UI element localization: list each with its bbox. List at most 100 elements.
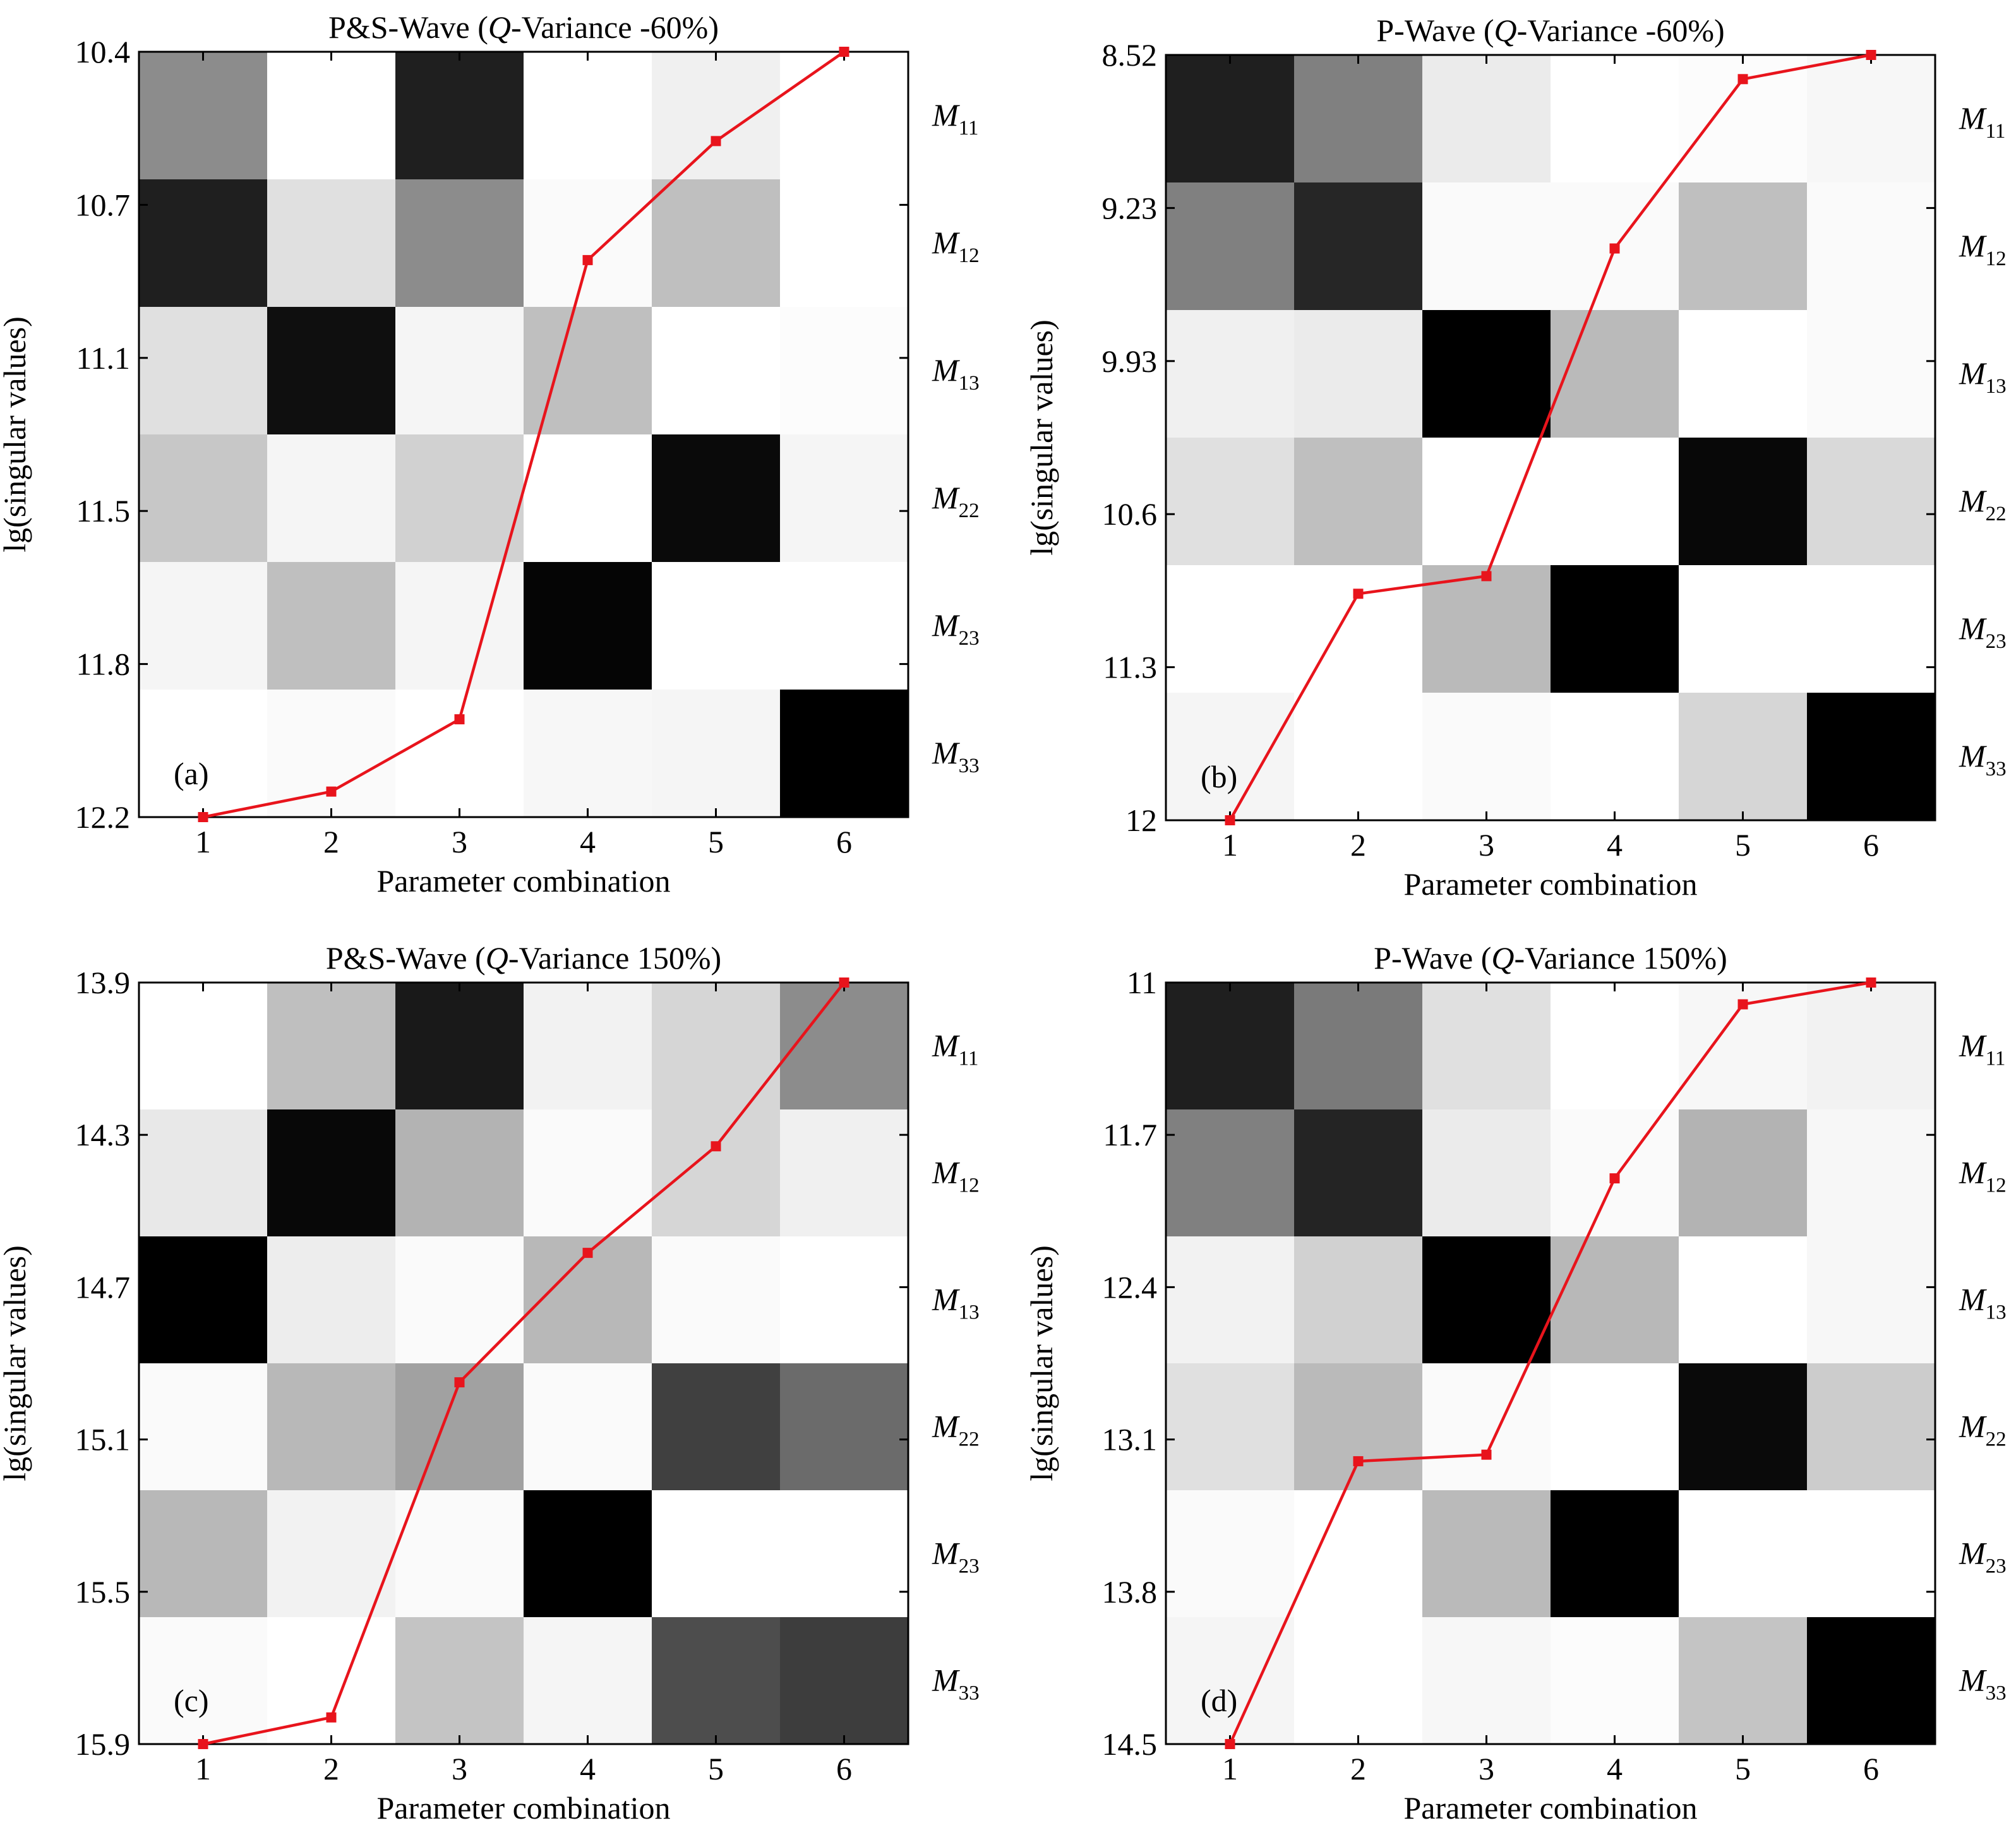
series-marker [1866,50,1876,60]
heatmap-cell [1422,310,1551,438]
series-marker [711,136,721,146]
heatmap-cell [780,690,909,818]
row-label-subscript: 13 [1986,375,2007,398]
x-tick-label: 3 [452,824,467,859]
row-label: M11 [932,1028,978,1070]
heatmap-cell [1422,1617,1551,1745]
heatmap-cell [652,1109,781,1237]
series-marker [1609,243,1620,254]
x-axis-label: Parameter combination [376,863,670,899]
panel-label: (c) [174,1683,209,1718]
row-label-base: M [932,1155,960,1190]
row-label-subscript: 22 [1986,1428,2007,1451]
row-label-subscript: 23 [1986,1555,2007,1578]
row-label-base: M [932,735,960,770]
heatmap-cell [1679,438,1808,566]
row-label-subscript: 13 [1986,1301,2007,1324]
y-tick-label: 11.8 [76,647,130,682]
row-label-base: M [1959,356,1987,391]
row-label-subscript: 23 [959,1555,980,1578]
heatmap-cell [652,1363,781,1491]
heatmap-cell [1679,693,1808,821]
heatmap-cell [1294,1617,1423,1745]
heatmap-cell [395,52,524,180]
x-tick-label: 1 [195,1751,211,1786]
series-marker [1481,571,1492,582]
chart-panel-1: 1 2 3 4 5 68.529.239.9310.611.312M11M12M13M22… [1024,13,2007,902]
heatmap-cell [267,1490,396,1618]
series-marker [198,1739,208,1749]
series-marker [711,1141,721,1152]
y-tick-label: 15.1 [75,1422,131,1457]
chart-title-emph: Q [1494,13,1517,48]
heatmap-cell [1551,983,1679,1110]
series-marker [1609,1173,1620,1184]
heatmap-cell [652,562,781,690]
series-marker [839,47,849,57]
heatmap-cell [267,562,396,690]
y-axis-label: lg(singular values) [0,316,32,553]
heatmap-cell [1422,1490,1551,1618]
row-label-subscript: 11 [1986,1048,2006,1070]
row-label-subscript: 11 [1986,120,2006,143]
chart-title-prefix: P-Wave ( [1376,13,1494,48]
heatmap-cell [267,179,396,308]
series-line [1228,53,1871,822]
y-tick-label: 10.6 [1102,496,1158,532]
heatmap-cell [652,690,781,818]
y-tick-label: 11.1 [76,340,130,376]
heatmap-cell [139,1490,268,1618]
y-tick-label: 14.7 [75,1269,131,1305]
row-label: M12 [1959,228,2007,270]
y-tick-label: 11.7 [1103,1117,1157,1152]
chart-title: P-Wave (Q-Variance -60%) [1376,13,1724,48]
heatmap-cell [1679,1617,1808,1745]
heatmap-cell [1679,1236,1808,1364]
chart-title-prefix: P-Wave ( [1374,940,1491,976]
heatmap-cell [139,1617,268,1745]
y-tick-label: 14.3 [75,1117,131,1152]
chart-title-suffix: -Variance 150%) [1514,940,1727,976]
heatmap-cell [1679,1490,1808,1618]
axes-frame [138,51,909,818]
series-marker [582,1248,593,1258]
row-label-subscript: 22 [959,499,980,522]
heatmap-cell [524,434,652,563]
row-label: M11 [1959,100,2005,143]
heatmap-cell [139,1363,268,1491]
heatmap-cell [780,1109,909,1237]
row-label: M12 [932,1155,980,1197]
y-axis-label: lg(singular values) [0,1245,32,1481]
heatmap-cell [524,1490,652,1618]
heatmap-cell [1422,438,1551,566]
series-marker [1737,999,1748,1010]
heatmap-cell [652,1490,781,1618]
axes-frame [138,981,909,1745]
x-tick-label: 6 [836,1751,852,1786]
heatmap-cell [1807,310,1936,438]
heatmap-cell [1422,565,1551,693]
y-tick-label: 9.93 [1102,344,1158,379]
heatmap-cell [1294,1109,1423,1237]
series-marker [326,1712,337,1723]
x-tick-label: 5 [1735,1751,1751,1786]
heatmap-cell [780,1236,909,1364]
heatmap-cell [524,690,652,818]
row-label-subscript: 23 [959,627,980,650]
y-axis-label: lg(singular values) [1024,1245,1059,1481]
x-tick-label: 5 [708,824,724,859]
heatmap-cell [1551,310,1679,438]
heatmap-cell [652,307,781,435]
heatmap-cell [1294,983,1423,1110]
heatmap-cell [1807,55,1936,183]
row-label: M33 [932,735,980,777]
heatmap-cell [780,1617,909,1745]
series-marker [839,977,849,988]
heatmap-cell [1166,55,1295,183]
y-tick-label: 13.1 [1102,1422,1158,1457]
heatmap-cell [1551,438,1679,566]
heatmap-cell [780,52,909,180]
chart-title-suffix: -Variance -60%) [1517,13,1725,48]
row-label: M23 [932,607,980,650]
